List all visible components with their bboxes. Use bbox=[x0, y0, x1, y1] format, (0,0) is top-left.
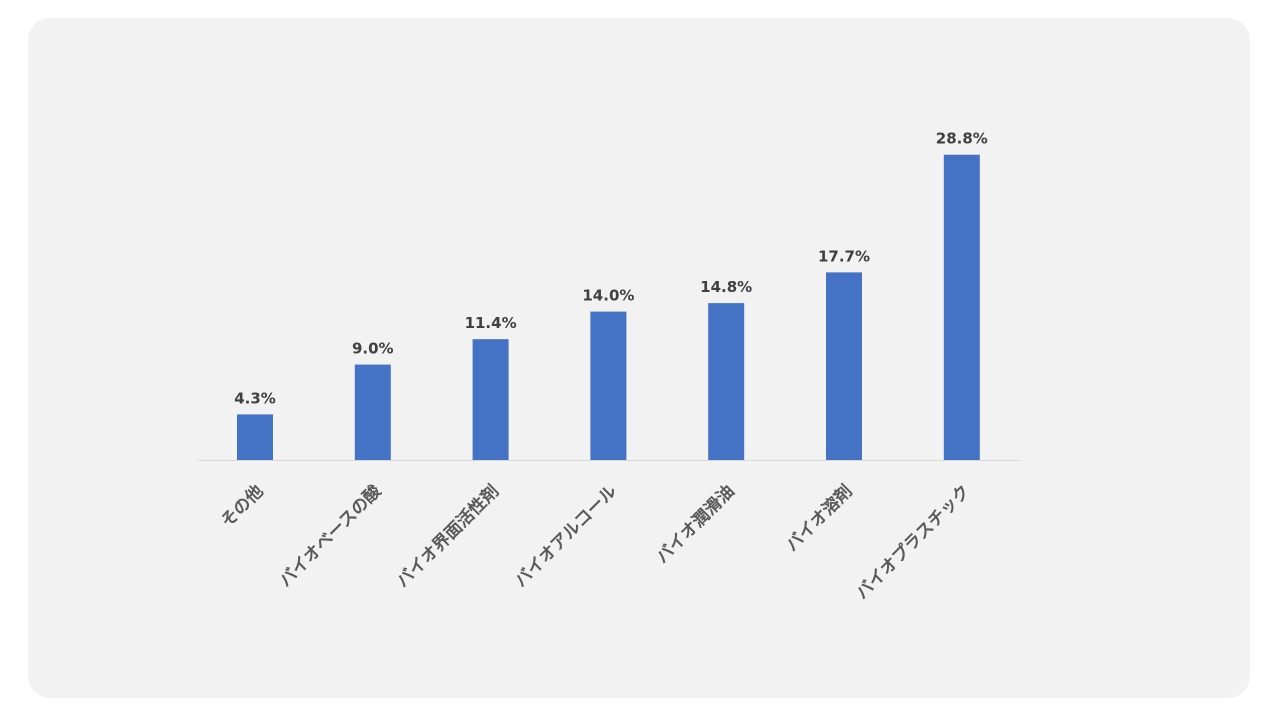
value-label-4: 14.8% bbox=[700, 278, 752, 296]
bar-4 bbox=[708, 303, 745, 460]
category-label-1: バイオベースの酸 bbox=[275, 480, 386, 591]
value-labels-group: 4.3% 9.0% 11.4% 14.0% 14.8% 17.7% 28.8% bbox=[234, 130, 988, 408]
value-label-6: 28.8% bbox=[936, 130, 988, 148]
value-label-3: 14.0% bbox=[582, 287, 634, 305]
category-label-3: バイオアルコール bbox=[511, 481, 621, 591]
category-label-0: その他 bbox=[217, 481, 268, 532]
value-label-1: 9.0% bbox=[352, 340, 394, 358]
category-label-2: バイオ界面活性剤 bbox=[392, 481, 503, 592]
bar-3 bbox=[590, 311, 627, 460]
value-label-5: 17.7% bbox=[818, 247, 870, 265]
bar-1 bbox=[354, 364, 391, 460]
category-labels-group: その他 バイオベースの酸 バイオ界面活性剤 バイオアルコール バイオ潤滑油 バイオ溶剤バイ… bbox=[217, 480, 975, 604]
bar-2 bbox=[472, 339, 509, 460]
bars-group bbox=[237, 154, 980, 460]
chart-card bbox=[28, 18, 1250, 698]
bar-6 bbox=[943, 154, 980, 460]
bar-0 bbox=[237, 414, 273, 460]
bar-5 bbox=[826, 272, 862, 460]
category-label-6: バイオプラスチック bbox=[852, 481, 975, 604]
value-label-2: 11.4% bbox=[465, 314, 517, 332]
category-label-4: バイオ潤滑油 bbox=[652, 481, 739, 568]
value-label-0: 4.3% bbox=[234, 389, 276, 407]
category-label-5: バイオ溶剤 bbox=[782, 481, 857, 556]
